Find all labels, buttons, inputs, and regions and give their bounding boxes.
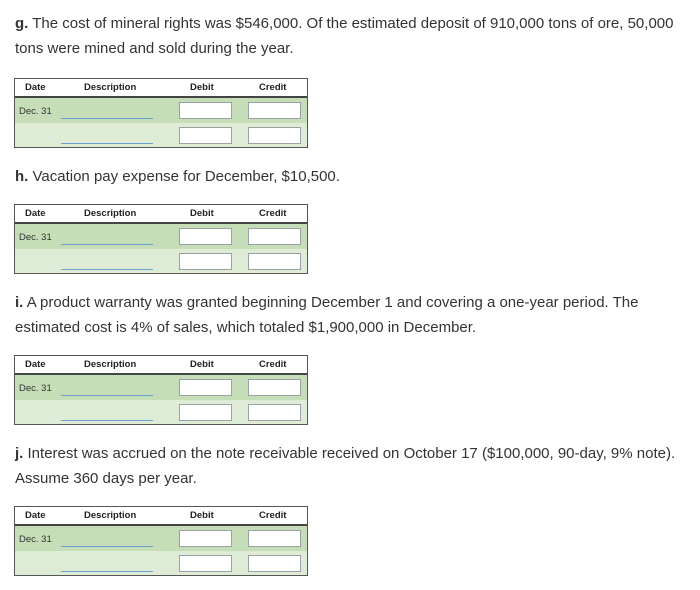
entry-date: Dec. 31 (19, 106, 52, 117)
table-row (15, 551, 307, 575)
description-input[interactable] (61, 129, 153, 144)
table-header: Date Description Debit Credit (15, 205, 307, 224)
header-credit: Credit (259, 359, 287, 370)
problem-i-text: i. A product warranty was granted beginn… (15, 290, 687, 340)
header-description: Description (84, 208, 137, 219)
header-description: Description (84, 510, 137, 521)
entry-date: Dec. 31 (19, 232, 52, 243)
table-row (15, 123, 307, 147)
credit-input[interactable] (248, 253, 301, 270)
debit-input[interactable] (179, 228, 232, 245)
credit-input[interactable] (248, 404, 301, 421)
header-credit: Credit (259, 82, 287, 93)
description-input[interactable] (61, 255, 153, 270)
debit-input[interactable] (179, 102, 232, 119)
header-debit: Debit (190, 208, 214, 219)
description-input[interactable] (61, 532, 153, 547)
problem-j-text: j. Interest was accrued on the note rece… (15, 441, 687, 491)
table-header: Date Description Debit Credit (15, 356, 307, 375)
header-date: Date (25, 82, 46, 93)
table-row: Dec. 31 (15, 224, 307, 249)
table-row (15, 400, 307, 424)
header-description: Description (84, 359, 137, 370)
table-row: Dec. 31 (15, 526, 307, 551)
journal-table-j: Date Description Debit Credit Dec. 31 (14, 506, 308, 576)
journal-table-i: Date Description Debit Credit Dec. 31 (14, 355, 308, 425)
credit-input[interactable] (248, 127, 301, 144)
header-date: Date (25, 510, 46, 521)
table-header: Date Description Debit Credit (15, 79, 307, 98)
table-header: Date Description Debit Credit (15, 507, 307, 526)
problem-letter: h. (15, 168, 29, 185)
credit-input[interactable] (248, 555, 301, 572)
problem-letter: j. (15, 445, 24, 462)
debit-input[interactable] (179, 404, 232, 421)
debit-input[interactable] (179, 530, 232, 547)
header-debit: Debit (190, 82, 214, 93)
table-row: Dec. 31 (15, 98, 307, 123)
credit-input[interactable] (248, 379, 301, 396)
table-row (15, 249, 307, 273)
problem-description: Interest was accrued on the note receiva… (15, 445, 676, 487)
debit-input[interactable] (179, 379, 232, 396)
description-input[interactable] (61, 104, 153, 119)
journal-table-h: Date Description Debit Credit Dec. 31 (14, 204, 308, 274)
credit-input[interactable] (248, 228, 301, 245)
header-credit: Credit (259, 208, 287, 219)
entry-date: Dec. 31 (19, 383, 52, 394)
header-debit: Debit (190, 359, 214, 370)
header-description: Description (84, 82, 137, 93)
description-input[interactable] (61, 381, 153, 396)
header-date: Date (25, 359, 46, 370)
problem-description: The cost of mineral rights was $546,000.… (15, 15, 674, 57)
debit-input[interactable] (179, 253, 232, 270)
debit-input[interactable] (179, 555, 232, 572)
credit-input[interactable] (248, 102, 301, 119)
problem-description: A product warranty was granted beginning… (15, 294, 639, 336)
description-input[interactable] (61, 230, 153, 245)
problem-description: Vacation pay expense for December, $10,5… (32, 168, 340, 185)
description-input[interactable] (61, 557, 153, 572)
table-row: Dec. 31 (15, 375, 307, 400)
entry-date: Dec. 31 (19, 534, 52, 545)
header-credit: Credit (259, 510, 287, 521)
problem-g-text: g. The cost of mineral rights was $546,0… (15, 11, 687, 61)
problem-h-text: h. Vacation pay expense for December, $1… (15, 164, 687, 189)
credit-input[interactable] (248, 530, 301, 547)
debit-input[interactable] (179, 127, 232, 144)
journal-table-g: Date Description Debit Credit Dec. 31 (14, 78, 308, 148)
header-debit: Debit (190, 510, 214, 521)
description-input[interactable] (61, 406, 153, 421)
problem-letter: g. (15, 15, 29, 32)
problem-letter: i. (15, 294, 24, 311)
header-date: Date (25, 208, 46, 219)
